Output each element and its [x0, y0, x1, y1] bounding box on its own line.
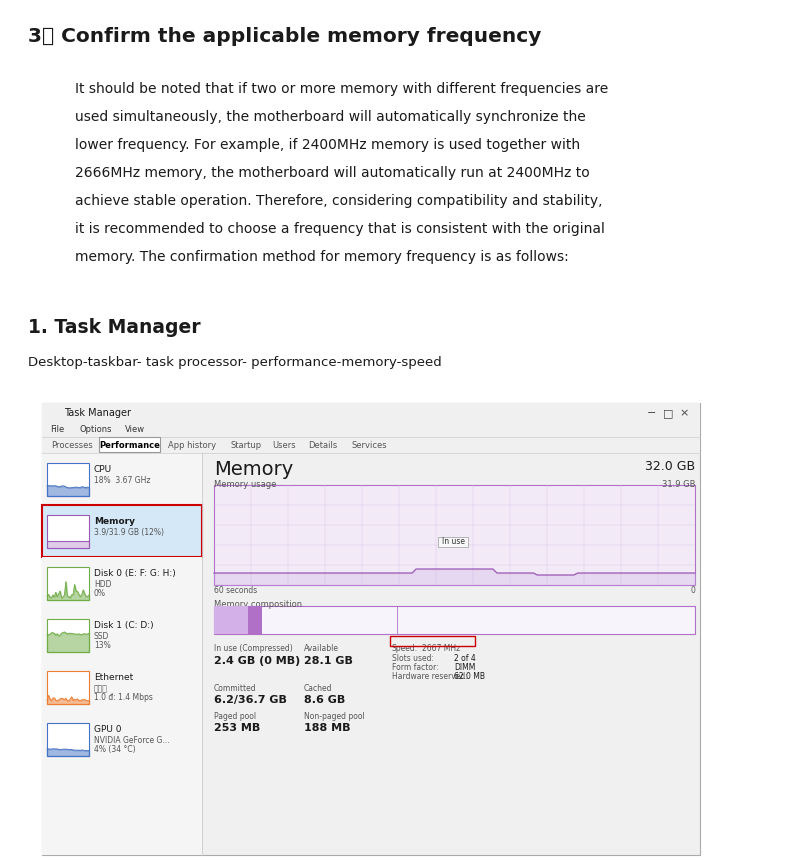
Text: CPU: CPU — [94, 465, 112, 474]
Text: 62.0 MB: 62.0 MB — [454, 672, 485, 681]
Text: Memory: Memory — [214, 460, 294, 479]
Bar — [42, 403, 700, 423]
Text: Memory usage: Memory usage — [214, 480, 276, 489]
Text: Services: Services — [351, 440, 387, 450]
Text: Disk 0 (E: F: G: H:): Disk 0 (E: F: G: H:) — [94, 569, 176, 578]
Text: Users: Users — [273, 440, 296, 450]
Text: 1. Task Manager: 1. Task Manager — [28, 318, 201, 337]
Text: 8.6 GB: 8.6 GB — [304, 695, 346, 705]
Text: −: − — [647, 408, 657, 418]
Text: View: View — [125, 426, 145, 434]
Text: Available: Available — [304, 644, 339, 653]
Text: Committed: Committed — [214, 684, 257, 693]
Bar — [42, 403, 700, 855]
Bar — [42, 609, 202, 661]
Text: 以太网: 以太网 — [94, 684, 108, 693]
Text: 18%  3.67 GHz: 18% 3.67 GHz — [94, 476, 150, 485]
Bar — [42, 661, 202, 713]
Bar — [47, 723, 89, 756]
Text: 2 of 4: 2 of 4 — [454, 654, 476, 663]
Text: □: □ — [662, 408, 674, 418]
Bar — [47, 515, 89, 548]
Text: 1.0 đ: 1.4 Mbps: 1.0 đ: 1.4 Mbps — [94, 693, 153, 702]
Text: Hardware reserved:: Hardware reserved: — [392, 672, 468, 681]
Text: Performance: Performance — [99, 440, 160, 450]
Text: DIMM: DIMM — [454, 663, 475, 672]
Text: lower frequency. For example, if 2400MHz memory is used together with: lower frequency. For example, if 2400MHz… — [75, 138, 580, 152]
Bar — [47, 671, 89, 704]
Text: Cached: Cached — [304, 684, 333, 693]
Text: It should be noted that if two or more memory with different frequencies are: It should be noted that if two or more m… — [75, 82, 608, 96]
Text: Ethernet: Ethernet — [94, 673, 134, 682]
Text: it is recommended to choose a frequency that is consistent with the original: it is recommended to choose a frequency … — [75, 222, 605, 236]
Bar — [47, 567, 89, 600]
Bar — [47, 619, 89, 652]
Text: 32.0 GB: 32.0 GB — [645, 460, 695, 473]
Bar — [214, 485, 695, 585]
Text: NVIDIA GeForce G...: NVIDIA GeForce G... — [94, 736, 170, 745]
Text: In use (Compressed): In use (Compressed) — [214, 644, 293, 653]
Bar — [42, 557, 202, 609]
Text: Processes: Processes — [50, 440, 93, 450]
Text: memory. The confirmation method for memory frequency is as follows:: memory. The confirmation method for memo… — [75, 250, 569, 264]
Text: 60 seconds: 60 seconds — [214, 586, 258, 595]
Bar — [47, 463, 89, 496]
Text: Slots used:: Slots used: — [392, 654, 434, 663]
Text: App history: App history — [168, 440, 217, 450]
Text: 4% (34 °C): 4% (34 °C) — [94, 745, 136, 754]
Text: 188 MB: 188 MB — [304, 723, 350, 733]
Text: 2.4 GB (0 MB): 2.4 GB (0 MB) — [214, 656, 300, 666]
Text: 3.9/31.9 GB (12%): 3.9/31.9 GB (12%) — [94, 528, 164, 537]
Text: In use: In use — [442, 538, 465, 546]
Text: Task Manager: Task Manager — [64, 408, 131, 418]
Text: 28.1 GB: 28.1 GB — [304, 656, 353, 666]
Text: 6.2/36.7 GB: 6.2/36.7 GB — [214, 695, 287, 705]
Text: 2667 MHz: 2667 MHz — [422, 644, 460, 653]
Text: Startup: Startup — [230, 440, 261, 450]
Text: 0: 0 — [690, 586, 695, 595]
Text: Disk 1 (C: D:): Disk 1 (C: D:) — [94, 621, 154, 630]
Bar — [214, 606, 248, 634]
Text: used simultaneously, the motherboard will automatically synchronize the: used simultaneously, the motherboard wil… — [75, 110, 586, 124]
Text: Non-paged pool: Non-paged pool — [304, 712, 365, 721]
Text: Form factor:: Form factor: — [392, 663, 438, 672]
Text: achieve stable operation. Therefore, considering compatibility and stability,: achieve stable operation. Therefore, con… — [75, 194, 602, 208]
Bar — [42, 505, 202, 557]
Text: Desktop-taskbar- task processor- performance-memory-speed: Desktop-taskbar- task processor- perform… — [28, 356, 442, 369]
Text: Memory: Memory — [94, 517, 135, 526]
Bar — [99, 437, 160, 452]
Bar — [248, 606, 262, 634]
Text: 31.9 GB: 31.9 GB — [662, 480, 695, 489]
Text: File: File — [50, 426, 64, 434]
Text: Options: Options — [80, 426, 113, 434]
Bar — [42, 437, 700, 453]
Bar — [438, 537, 468, 547]
Text: 13%: 13% — [94, 641, 110, 650]
Text: GPU 0: GPU 0 — [94, 725, 122, 734]
Text: Details: Details — [309, 440, 338, 450]
Text: 253 MB: 253 MB — [214, 723, 260, 733]
Text: 3、 Confirm the applicable memory frequency: 3、 Confirm the applicable memory frequen… — [28, 27, 542, 46]
Bar — [42, 713, 202, 765]
Bar — [214, 606, 695, 634]
Text: 2666MHz memory, the motherboard will automatically run at 2400MHz to: 2666MHz memory, the motherboard will aut… — [75, 166, 590, 180]
Text: Memory composition: Memory composition — [214, 600, 302, 609]
Bar — [42, 453, 202, 855]
Bar — [390, 636, 475, 646]
Text: 0%: 0% — [94, 589, 106, 598]
Text: SSD: SSD — [94, 632, 110, 641]
Text: Speed:: Speed: — [392, 644, 418, 653]
Text: Paged pool: Paged pool — [214, 712, 256, 721]
Text: ×: × — [679, 408, 689, 418]
Bar — [42, 453, 202, 505]
Bar — [42, 423, 700, 437]
Text: HDD: HDD — [94, 580, 111, 589]
